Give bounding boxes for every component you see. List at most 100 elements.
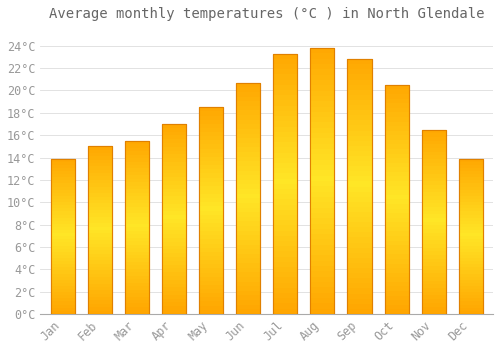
Bar	[88, 217, 112, 220]
Bar	[162, 154, 186, 158]
Bar	[50, 190, 74, 193]
Title: Average monthly temperatures (°C ) in North Glendale: Average monthly temperatures (°C ) in No…	[49, 7, 484, 21]
Bar	[310, 139, 334, 144]
Bar	[162, 128, 186, 132]
Bar	[422, 247, 446, 251]
Bar	[348, 263, 372, 268]
Bar	[162, 291, 186, 295]
Bar	[199, 107, 223, 314]
Bar	[310, 149, 334, 154]
Bar	[88, 173, 112, 176]
Bar	[273, 75, 297, 80]
Bar	[422, 185, 446, 189]
Bar	[199, 273, 223, 277]
Bar	[50, 233, 74, 236]
Bar	[88, 163, 112, 167]
Bar	[273, 69, 297, 75]
Bar	[199, 277, 223, 281]
Bar	[422, 288, 446, 292]
Bar	[348, 238, 372, 243]
Bar	[310, 59, 334, 64]
Bar	[124, 196, 149, 200]
Bar	[88, 270, 112, 274]
Bar	[236, 245, 260, 249]
Bar	[310, 48, 334, 314]
Bar	[199, 310, 223, 314]
Bar	[199, 128, 223, 132]
Bar	[458, 252, 483, 255]
Bar	[384, 108, 408, 112]
Bar	[124, 259, 149, 262]
Bar	[273, 163, 297, 168]
Bar	[88, 247, 112, 250]
Bar	[199, 136, 223, 140]
Bar	[384, 190, 408, 195]
Bar	[310, 298, 334, 303]
Bar	[348, 120, 372, 125]
Bar	[88, 230, 112, 233]
Bar	[124, 248, 149, 252]
Bar	[199, 145, 223, 148]
Bar	[88, 176, 112, 180]
Bar	[310, 154, 334, 160]
Bar	[348, 248, 372, 253]
Bar	[124, 307, 149, 310]
Bar	[50, 301, 74, 304]
Bar	[384, 117, 408, 121]
Bar	[236, 166, 260, 170]
Bar	[88, 297, 112, 301]
Bar	[162, 223, 186, 226]
Bar	[236, 226, 260, 231]
Bar	[50, 273, 74, 276]
Bar	[422, 251, 446, 255]
Bar	[162, 276, 186, 280]
Bar	[124, 182, 149, 186]
Bar	[310, 276, 334, 282]
Bar	[199, 198, 223, 202]
Bar	[273, 116, 297, 121]
Bar	[50, 199, 74, 202]
Bar	[124, 162, 149, 165]
Bar	[422, 148, 446, 152]
Bar	[199, 120, 223, 124]
Bar	[199, 182, 223, 186]
Bar	[162, 246, 186, 249]
Bar	[236, 277, 260, 281]
Bar	[162, 162, 186, 166]
Bar	[88, 146, 112, 314]
Bar	[199, 206, 223, 211]
Bar	[310, 91, 334, 96]
Bar	[88, 240, 112, 244]
Bar	[236, 129, 260, 134]
Bar	[348, 131, 372, 135]
Bar	[124, 231, 149, 234]
Bar	[124, 199, 149, 203]
Bar	[124, 296, 149, 300]
Bar	[199, 293, 223, 298]
Bar	[162, 226, 186, 230]
Bar	[88, 267, 112, 270]
Bar	[236, 231, 260, 235]
Bar	[458, 233, 483, 236]
Bar	[310, 69, 334, 75]
Bar	[199, 244, 223, 248]
Bar	[384, 172, 408, 176]
Bar	[50, 283, 74, 286]
Bar	[236, 203, 260, 208]
Bar	[50, 255, 74, 258]
Bar	[384, 186, 408, 190]
Bar	[124, 241, 149, 245]
Bar	[422, 203, 446, 207]
Bar	[310, 106, 334, 112]
Bar	[50, 171, 74, 174]
Bar	[422, 207, 446, 211]
Bar	[458, 162, 483, 165]
Bar	[422, 199, 446, 203]
Bar	[236, 194, 260, 198]
Bar	[236, 240, 260, 245]
Bar	[273, 241, 297, 246]
Bar	[348, 59, 372, 314]
Bar	[384, 231, 408, 236]
Bar	[50, 174, 74, 177]
Bar	[199, 173, 223, 177]
